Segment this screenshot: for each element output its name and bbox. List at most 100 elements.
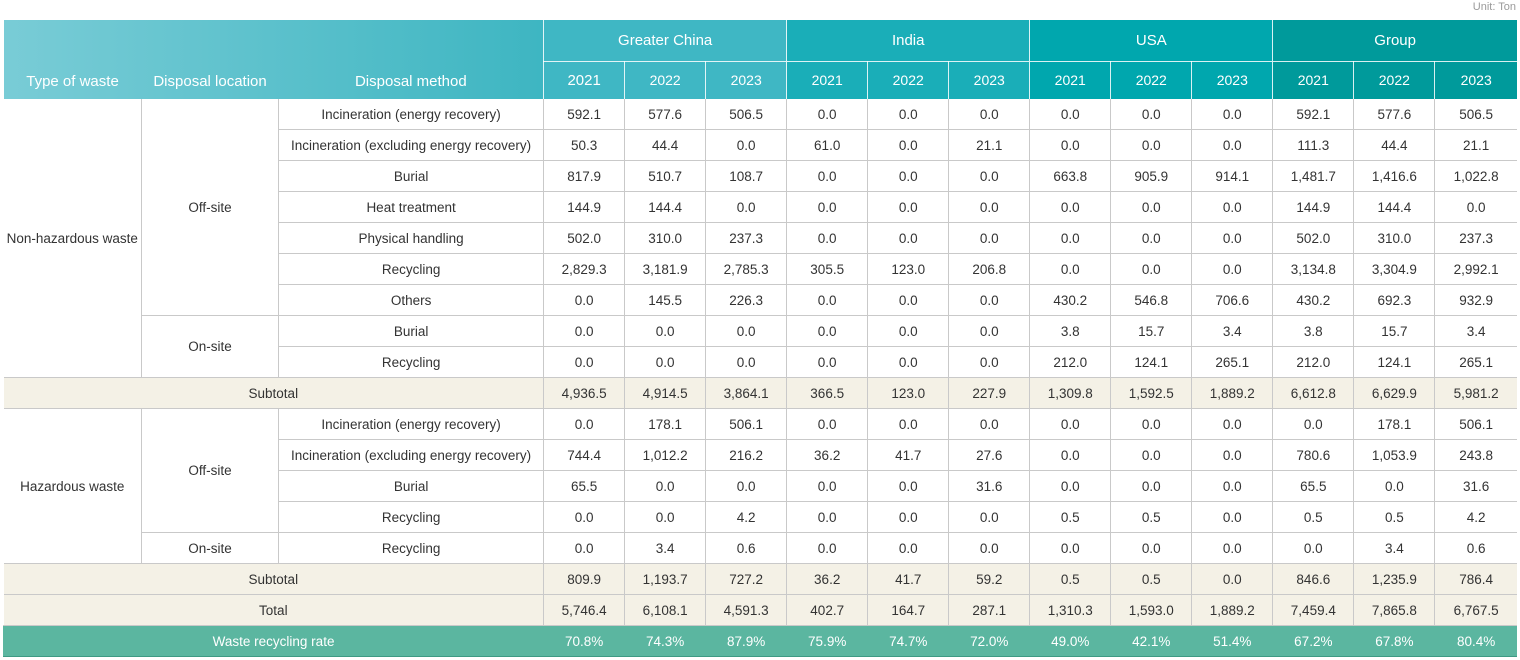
value-cell: 0.0 xyxy=(1110,532,1192,564)
value-cell: 144.9 xyxy=(1272,191,1354,223)
value-cell: 59.2 xyxy=(948,563,1030,595)
value-cell: 72.0% xyxy=(948,625,1030,657)
value-cell: 1,022.8 xyxy=(1434,160,1517,192)
disposal-location-cell: Off-site xyxy=(141,99,279,316)
value-cell: 74.7% xyxy=(867,625,949,657)
value-cell: 227.9 xyxy=(948,377,1030,409)
value-cell: 0.0 xyxy=(1191,222,1273,254)
subtotal-label: Subtotal xyxy=(3,563,544,595)
value-cell: 0.0 xyxy=(1110,222,1192,254)
value-cell: 0.0 xyxy=(1191,99,1273,130)
header-year: 2022 xyxy=(624,61,706,99)
value-cell: 0.0 xyxy=(1191,439,1273,471)
value-cell: 6,767.5 xyxy=(1434,594,1517,626)
table-row: Burial 817.9 510.7 108.7 0.0 0.0 0.0 663.8 905.9… xyxy=(4,160,1517,192)
value-cell: 0.0 xyxy=(786,284,868,316)
value-cell: 0.0 xyxy=(1029,99,1111,130)
value-cell: 212.0 xyxy=(1029,346,1111,378)
total-label: Total xyxy=(3,594,544,626)
value-cell: 0.0 xyxy=(948,160,1030,192)
value-cell: 15.7 xyxy=(1353,315,1435,347)
header-region-india: India xyxy=(786,20,1030,62)
value-cell: 0.0 xyxy=(948,222,1030,254)
value-cell: 402.7 xyxy=(786,594,868,626)
value-cell: 51.4% xyxy=(1191,625,1273,657)
value-cell: 21.1 xyxy=(948,129,1030,161)
value-cell: 3.4 xyxy=(624,532,706,564)
table-header: Type of waste Disposal location Disposal… xyxy=(3,20,1517,99)
value-cell: 0.0 xyxy=(948,408,1030,440)
value-cell: 4.2 xyxy=(1434,501,1517,533)
total-row: Total 5,746.4 6,108.1 4,591.3 402.7 164.7 287.… xyxy=(3,594,1517,626)
value-cell: 366.5 xyxy=(786,377,868,409)
value-cell: 6,612.8 xyxy=(1272,377,1354,409)
value-cell: 50.3 xyxy=(543,129,625,161)
value-cell: 70.8% xyxy=(543,625,625,657)
value-cell: 4.2 xyxy=(705,501,787,533)
value-cell: 67.2% xyxy=(1272,625,1354,657)
value-cell: 0.0 xyxy=(948,532,1030,564)
value-cell: 727.2 xyxy=(705,563,787,595)
value-cell: 905.9 xyxy=(1110,160,1192,192)
value-cell: 0.0 xyxy=(867,532,949,564)
value-cell: 706.6 xyxy=(1191,284,1273,316)
value-cell: 2,992.1 xyxy=(1434,253,1517,285)
table-row: Others 0.0 145.5 226.3 0.0 0.0 0.0 430.2 546.8 70… xyxy=(4,284,1517,316)
value-cell: 0.0 xyxy=(786,532,868,564)
table-row: Burial 65.5 0.0 0.0 0.0 0.0 31.6 0.0 0.0 0.0 65.5 0… xyxy=(4,470,1517,502)
value-cell: 6,108.1 xyxy=(624,594,706,626)
value-cell: 809.9 xyxy=(543,563,625,595)
value-cell: 0.6 xyxy=(705,532,787,564)
value-cell: 0.0 xyxy=(1029,222,1111,254)
value-cell: 31.6 xyxy=(1434,470,1517,502)
table-row: Non-hazardous waste Off-site Incineration … xyxy=(3,99,1517,378)
value-cell: 0.0 xyxy=(543,501,625,533)
value-cell: 0.0 xyxy=(786,222,868,254)
value-cell: 0.0 xyxy=(543,532,625,564)
value-cell: 0.0 xyxy=(948,346,1030,378)
value-cell: 0.0 xyxy=(786,470,868,502)
value-cell: 124.1 xyxy=(1110,346,1192,378)
value-cell: 0.6 xyxy=(1434,532,1517,564)
value-cell: 3.4 xyxy=(1191,315,1273,347)
value-cell: 546.8 xyxy=(1110,284,1192,316)
value-cell: 0.0 xyxy=(786,408,868,440)
table-row: On-site Burial 0.0 0.0 0.0 0.0 0.0 0.0 3.8 15.7 3.… xyxy=(4,315,1517,378)
subtotal-row: Subtotal 809.9 1,193.7 727.2 36.2 41.7 59.2 0.5… xyxy=(3,563,1517,595)
value-cell: 3,134.8 xyxy=(1272,253,1354,285)
value-cell: 506.5 xyxy=(1434,99,1517,130)
value-cell: 3,864.1 xyxy=(705,377,787,409)
value-cell: 0.0 xyxy=(948,99,1030,130)
value-cell: 0.0 xyxy=(786,160,868,192)
value-cell: 1,053.9 xyxy=(1353,439,1435,471)
waste-type-cell: Hazardous waste xyxy=(3,408,142,564)
value-cell: 144.4 xyxy=(1353,191,1435,223)
value-cell: 506.1 xyxy=(1434,408,1517,440)
value-cell: 0.0 xyxy=(1110,191,1192,223)
value-cell: 0.0 xyxy=(705,346,787,378)
table-row: Recycling 0.0 0.0 0.0 0.0 0.0 0.0 212.0 124.1 265… xyxy=(4,346,1517,378)
value-cell: 124.1 xyxy=(1353,346,1435,378)
value-cell: 0.0 xyxy=(1353,470,1435,502)
header-year: 2021 xyxy=(1272,61,1354,99)
value-cell: 0.0 xyxy=(1272,408,1354,440)
header-region-group: Group xyxy=(1272,20,1517,62)
value-cell: 0.0 xyxy=(1191,253,1273,285)
value-cell: 786.4 xyxy=(1434,563,1517,595)
value-cell: 216.2 xyxy=(705,439,787,471)
table-body: Non-hazardous waste Off-site Incineration … xyxy=(2,99,1517,657)
value-cell: 87.9% xyxy=(705,625,787,657)
value-cell: 0.0 xyxy=(1191,408,1273,440)
disposal-method-cell: Heat treatment xyxy=(278,191,544,223)
header-region-greater-china: Greater China xyxy=(543,20,787,62)
value-cell: 74.3% xyxy=(624,625,706,657)
disposal-method-cell: Others xyxy=(278,284,544,316)
header-region-usa: USA xyxy=(1029,20,1273,62)
value-cell: 4,936.5 xyxy=(543,377,625,409)
value-cell: 2,785.3 xyxy=(705,253,787,285)
disposal-method-cell: Physical handling xyxy=(278,222,544,254)
value-cell: 0.0 xyxy=(543,408,625,440)
value-cell: 0.0 xyxy=(624,346,706,378)
value-cell: 1,309.8 xyxy=(1029,377,1111,409)
value-cell: 1,481.7 xyxy=(1272,160,1354,192)
